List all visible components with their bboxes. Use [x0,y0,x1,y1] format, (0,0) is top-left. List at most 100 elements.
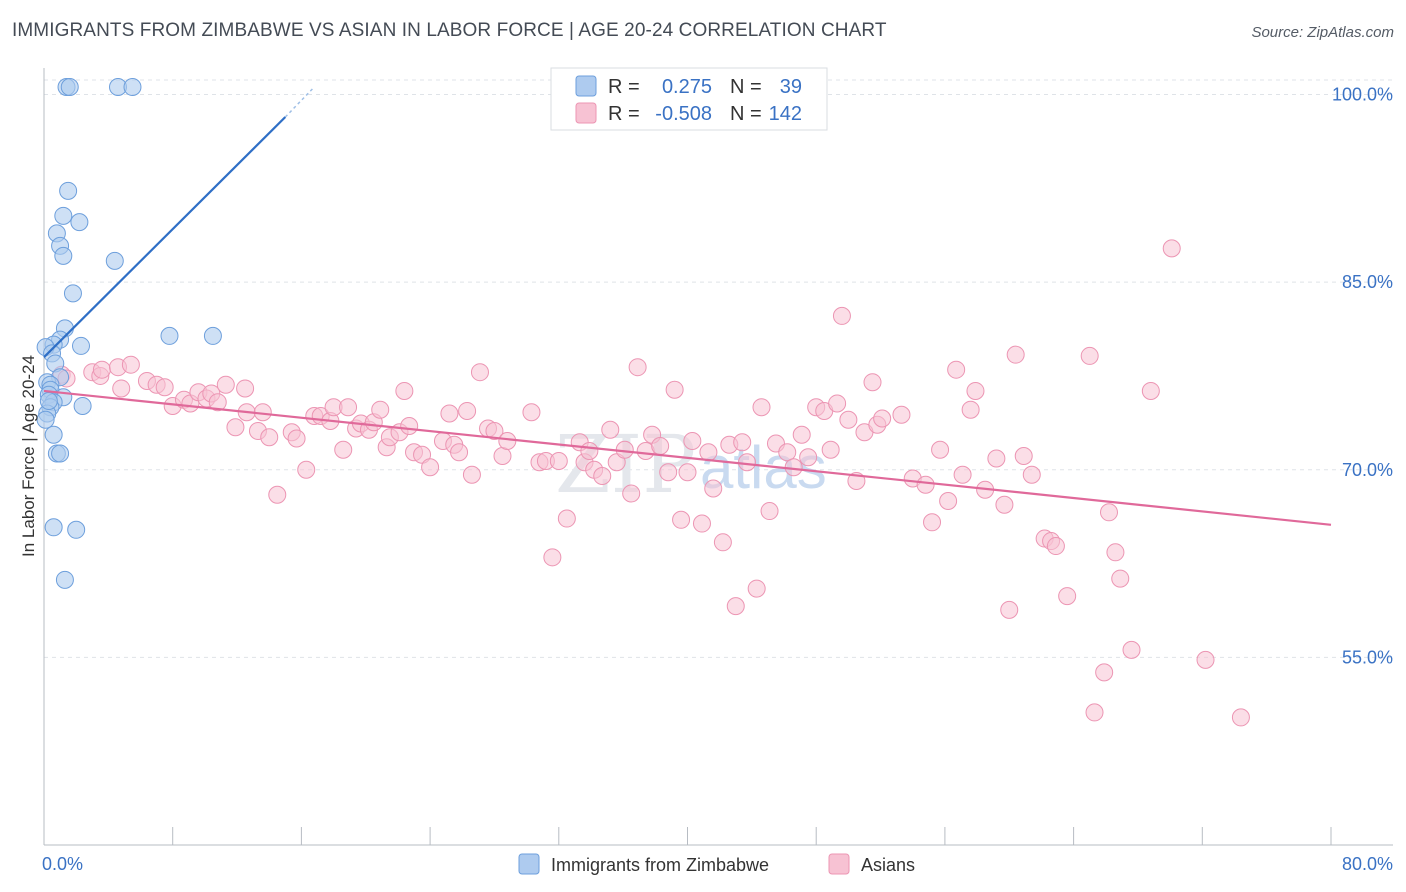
asians-point [931,440,950,459]
asians-point [821,440,840,459]
correlation-legend: R = 0.275 N = 39 R = -0.508 N = 142 [550,67,828,131]
zimbabwe-point [39,391,58,410]
zimbabwe-point [54,206,73,225]
zimbabwe-point [203,326,222,345]
asians-points [52,239,1250,727]
asians-point [622,484,641,503]
zimbabwe-point [72,336,91,355]
bottom-legend-label-zimbabwe: Immigrants from Zimbabwe [551,855,769,875]
grid-lines [44,79,1393,658]
asians-point [659,463,678,482]
asians-point [916,475,935,494]
asians-point [738,453,757,472]
asians-point [522,403,541,422]
asians-point [1141,381,1160,400]
zimbabwe-point [70,213,89,232]
asians-point [1006,345,1025,364]
asians-point [961,400,980,419]
asians-point [1000,600,1019,619]
asians-point [953,465,972,484]
asians-point [1014,446,1033,465]
bottom-legend-swatch-zimbabwe [518,853,540,875]
asians-point [947,360,966,379]
zimbabwe-point [105,251,124,270]
asians-point [498,431,517,450]
asians-point [966,381,985,400]
zimbabwe-point [160,326,179,345]
asians-point [462,465,481,484]
y-tick-labels: 55.0% 70.0% 85.0% 100.0% [1332,85,1393,668]
asians-trend-line [43,389,1332,526]
asians-point [1162,239,1181,258]
asians-point [683,431,702,450]
asians-point [1046,537,1065,556]
asians-point [557,509,576,528]
legend-r-label-1: R = [608,76,640,98]
y-tick-label: 55.0% [1342,647,1393,667]
asians-point [760,502,779,521]
asians-point [873,409,892,428]
zimbabwe-trend-extension [284,86,315,118]
asians-point [733,433,752,452]
chart-title: IMMIGRANTS FROM ZIMBABWE VS ASIAN IN LAB… [12,20,887,41]
bottom-legend-label-asians: Asians [861,855,915,875]
legend-n-label-2: N = [730,103,762,125]
legend-swatch-blue [575,75,597,97]
legend-n-value-2: 142 [769,103,802,125]
asians-point [450,443,469,462]
asians-point [92,360,111,379]
asians-point [987,449,1006,468]
asians-point [580,441,599,460]
asians-point [832,306,851,325]
zimbabwe-point [44,518,63,537]
legend-r-label-2: R = [608,103,640,125]
zimbabwe-point [51,444,70,463]
zimbabwe-point [36,410,55,429]
x-tick-label: 80.0% [1342,854,1393,874]
asians-point [713,533,732,552]
legend-r-value-2: -0.508 [655,103,712,125]
legend-frame [550,67,828,131]
asians-point [458,401,477,420]
asians-point [470,363,489,382]
asians-point [678,463,697,482]
trend-lines [43,86,1332,526]
asians-point [839,410,858,429]
asians-point [1080,346,1099,365]
asians-point [1111,569,1130,588]
asians-point [792,425,811,444]
asians-point [692,514,711,533]
asians-point [485,421,504,440]
asians-point [395,381,414,400]
y-tick-label: 70.0% [1342,460,1393,480]
axes [43,68,1393,846]
zimbabwe-point [60,78,79,97]
asians-point [549,452,568,471]
zimbabwe-point [67,520,86,539]
x-tick-labels: 0.0% 80.0% [42,854,1393,874]
bottom-legend-swatch-asians [828,853,850,875]
x-tick-label: 0.0% [42,854,83,874]
asians-point [1022,465,1041,484]
zimbabwe-trend-line [43,116,287,358]
asians-point [421,458,440,477]
asians-point [1058,587,1077,606]
zimbabwe-point [54,246,73,265]
series-legend: Immigrants from Zimbabwe Asians [518,853,915,875]
asians-point [672,510,691,529]
asians-point [863,373,882,392]
zimbabwe-points [36,78,222,589]
asians-point [208,393,227,412]
asians-point [216,375,235,394]
asians-point [892,405,911,424]
asians-point [939,492,958,511]
asians-point [112,379,131,398]
asians-point [1231,708,1250,727]
asians-point [493,446,512,465]
legend-r-value-1: 0.275 [662,76,712,98]
zimbabwe-point [59,181,78,200]
asians-point [297,460,316,479]
asians-point [1099,503,1118,522]
asians-point [651,436,670,455]
